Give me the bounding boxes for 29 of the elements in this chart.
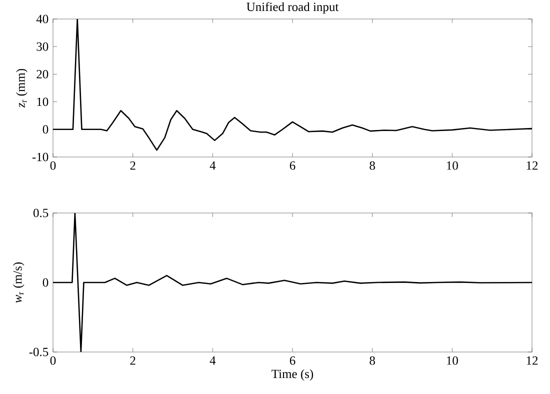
y-tick-label: 20	[36, 70, 48, 78]
line-series	[53, 19, 532, 151]
x-tick-label: 10	[447, 161, 458, 170]
x-tick-label: 6	[290, 161, 296, 170]
x-tick-label: 0	[50, 161, 56, 170]
chart-title: Unified road input	[246, 2, 339, 14]
line-series	[53, 212, 532, 352]
y-axis-title: z$_{r}$ (mm)	[16, 68, 28, 108]
x-tick-label: 12	[526, 161, 538, 170]
x-axis-title: Time (s)	[272, 369, 314, 381]
x-tick-label: 10	[447, 356, 458, 365]
x-tick-label: 4	[210, 356, 216, 365]
y-tick-label: 40	[36, 14, 48, 24]
y-tick-label: -10	[32, 152, 48, 162]
x-tick-label: 8	[370, 356, 375, 365]
x-tick-label: 6	[290, 356, 296, 365]
x-tick-label: 4	[210, 161, 216, 170]
y-tick-label: 0.5	[33, 208, 48, 218]
x-tick-label: 12	[526, 356, 538, 365]
x-tick-label: 0	[50, 356, 56, 365]
x-tick-label: 2	[130, 161, 136, 170]
y-tick-label: 30	[36, 42, 48, 51]
y-axis-title: w$_{r}$ (m/s)	[12, 262, 24, 303]
y-tick-label: 10	[37, 98, 48, 106]
y-tick-label: 0	[42, 125, 48, 134]
y-tick-label: 0	[42, 278, 48, 287]
y-tick-label: -0.5	[29, 348, 48, 356]
x-tick-label: 2	[130, 356, 136, 365]
x-tick-label: 8	[370, 161, 375, 170]
